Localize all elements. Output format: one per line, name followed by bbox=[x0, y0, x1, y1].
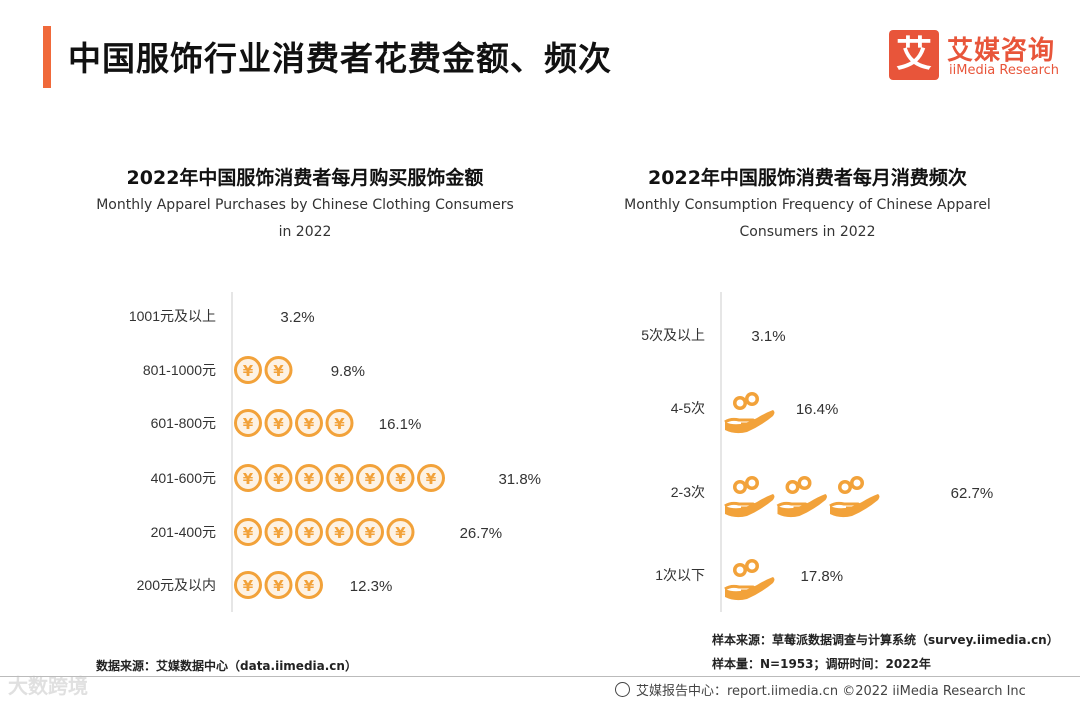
right-value-label: 3.1% bbox=[751, 328, 785, 345]
right-category-label: 5次及以上 bbox=[641, 327, 705, 343]
yuan-coin-icon bbox=[234, 464, 262, 492]
yuan-coin-icon bbox=[295, 356, 309, 384]
right-chart-title: 2022年中国服饰消费者每月消费频次 bbox=[648, 167, 967, 189]
yuan-coin-icon bbox=[234, 356, 262, 384]
yuan-coin-icon bbox=[264, 409, 293, 437]
right-value-label: 16.4% bbox=[796, 401, 839, 418]
left-value-label: 16.1% bbox=[379, 416, 422, 433]
right-sample-source: 样本来源：草莓派数据调查与计算系统（survey.iimedia.cn） bbox=[712, 633, 1059, 647]
hand-coins-icon bbox=[723, 557, 776, 602]
hand-coins-icon bbox=[723, 474, 776, 519]
left-bar bbox=[234, 518, 438, 546]
left-value-label: 9.8% bbox=[331, 363, 365, 380]
left-value-label: 26.7% bbox=[460, 525, 503, 542]
footer-text: 艾媒报告中心：report.iimedia.cn ©2022 iiMedia R… bbox=[636, 684, 1026, 699]
left-value-label: 3.2% bbox=[280, 309, 314, 326]
yuan-coin-icon bbox=[295, 518, 323, 546]
right-value-label: 17.8% bbox=[801, 568, 844, 585]
left-bar bbox=[234, 571, 328, 599]
yuan-coin-icon bbox=[295, 571, 323, 599]
left-category-label: 201-400元 bbox=[151, 524, 216, 540]
iimedia-logo: 艾 艾媒咨询 iiMedia Research bbox=[889, 30, 1069, 86]
watermark-text: 大数跨境 bbox=[8, 674, 88, 698]
yuan-coin-icon bbox=[325, 518, 354, 546]
left-category-label: 801-1000元 bbox=[143, 362, 216, 378]
yuan-coin-icon bbox=[386, 518, 415, 546]
right-chart-subtitle: Monthly Consumption Frequency of Chinese… bbox=[624, 197, 991, 240]
left-value-label: 12.3% bbox=[350, 578, 393, 595]
yuan-coin-icon bbox=[234, 409, 262, 437]
logo-english-text: iiMedia Research bbox=[949, 63, 1060, 78]
left-category-label: 1001元及以上 bbox=[129, 308, 216, 324]
left-category-label: 401-600元 bbox=[151, 470, 216, 486]
yuan-coin-icon bbox=[356, 518, 384, 546]
right-sample-size: 样本量：N=1953；调研时间：2022年 bbox=[712, 657, 931, 671]
left-category-label: 601-800元 bbox=[151, 415, 216, 431]
right-category-label: 1次以下 bbox=[655, 567, 705, 583]
yuan-coin-icon bbox=[447, 464, 476, 492]
yuan-coin-icon bbox=[264, 356, 293, 384]
yuan-coin-icon bbox=[325, 409, 354, 437]
right-value-label: 62.7% bbox=[951, 485, 994, 502]
left-chart-subtitle: Monthly Apparel Purchases by Chinese Clo… bbox=[96, 197, 514, 240]
logo-mark: 艾 bbox=[889, 30, 939, 80]
left-chart-title: 2022年中国服饰消费者每月购买服饰金额 bbox=[126, 167, 484, 189]
globe-icon bbox=[615, 682, 630, 697]
yuan-coin-icon bbox=[325, 464, 354, 492]
yuan-coin-icon bbox=[417, 518, 438, 546]
left-bar bbox=[234, 464, 476, 492]
footer-credit: 艾媒报告中心：report.iimedia.cn ©2022 iiMedia R… bbox=[615, 680, 1026, 699]
hand-coins-icon bbox=[723, 390, 776, 435]
yuan-coin-icon bbox=[234, 518, 262, 546]
yuan-coin-icon bbox=[417, 464, 445, 492]
title-accent-bar bbox=[43, 26, 51, 88]
page-title: 中国服饰行业消费者花费金额、频次 bbox=[68, 39, 612, 78]
yuan-coin-icon bbox=[325, 571, 328, 599]
yuan-coin-icon bbox=[264, 571, 293, 599]
yuan-coin-icon bbox=[264, 464, 293, 492]
right-category-label: 2-3次 bbox=[671, 484, 705, 500]
yuan-coin-icon bbox=[295, 464, 323, 492]
yuan-coin-icon bbox=[234, 302, 259, 330]
yuan-coin-icon bbox=[234, 571, 262, 599]
footer-divider bbox=[0, 676, 1080, 677]
yuan-coin-icon bbox=[264, 518, 293, 546]
hand-coins-icon bbox=[776, 474, 829, 519]
right-category-label: 4-5次 bbox=[671, 400, 705, 416]
left-value-label: 31.8% bbox=[498, 471, 541, 488]
hand-coins-icon bbox=[881, 474, 933, 519]
right-bar bbox=[723, 474, 933, 519]
hand-coins-icon bbox=[828, 474, 881, 519]
left-bar bbox=[234, 356, 309, 384]
left-bar bbox=[234, 409, 357, 437]
yuan-coin-icon bbox=[295, 409, 323, 437]
left-category-label: 200元及以内 bbox=[137, 577, 216, 593]
yuan-coin-icon bbox=[386, 464, 415, 492]
left-data-source: 数据来源：艾媒数据中心（data.iimedia.cn） bbox=[96, 659, 357, 673]
yuan-coin-icon bbox=[356, 464, 384, 492]
left-bar bbox=[234, 302, 259, 330]
logo-chinese-text: 艾媒咨询 bbox=[947, 36, 1056, 66]
